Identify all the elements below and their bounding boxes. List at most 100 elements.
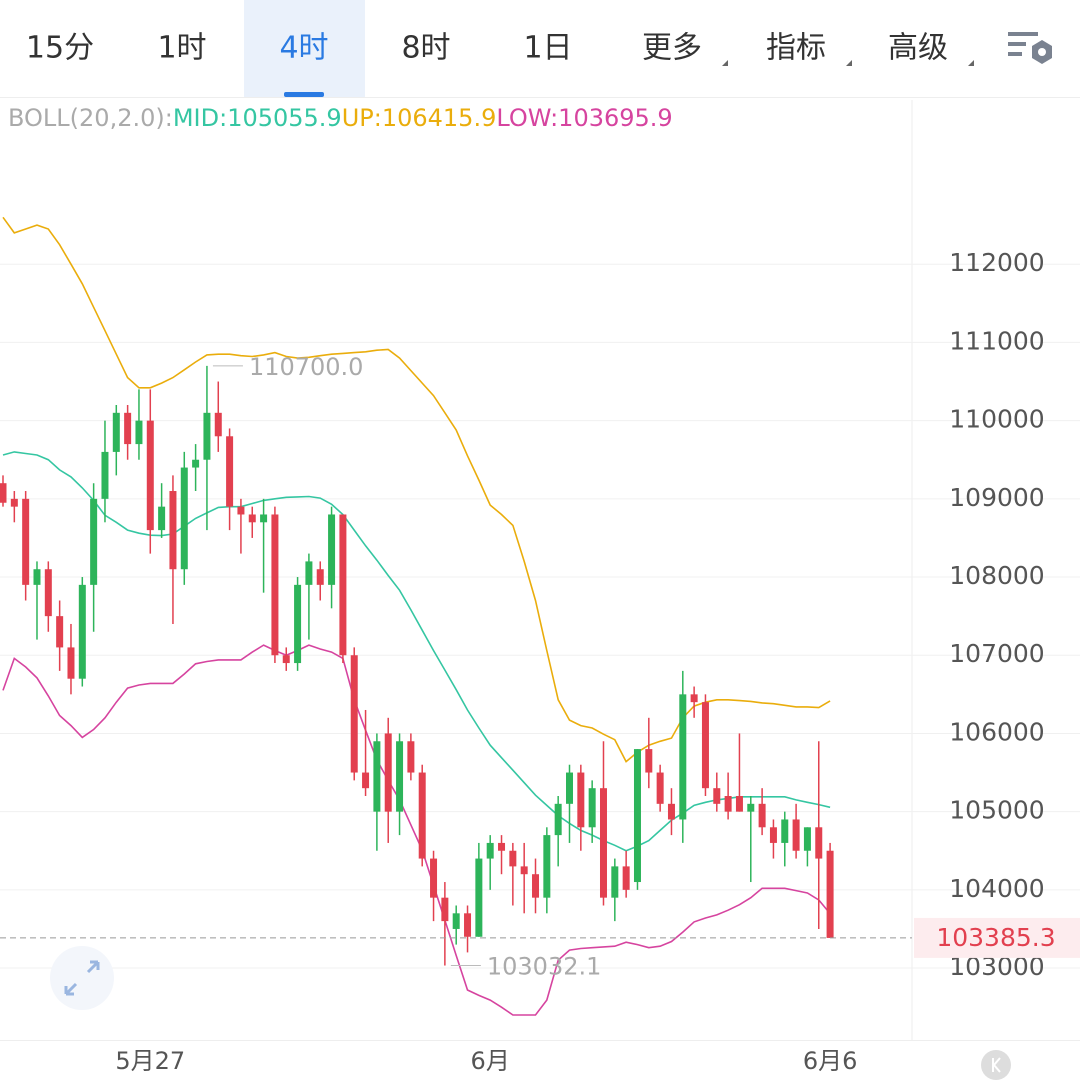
min-label: 103032.1	[487, 953, 602, 981]
candle-body	[475, 858, 483, 937]
y-tick-label: 111000	[949, 326, 1044, 355]
candle-body	[645, 749, 653, 773]
candle-body	[135, 420, 143, 445]
candle-body	[577, 772, 585, 828]
max-label: 110700.0	[249, 353, 364, 381]
candle-body	[248, 514, 256, 523]
candle-body	[169, 491, 177, 570]
candle-body	[203, 412, 211, 460]
y-tick-label: 107000	[949, 639, 1044, 668]
candle-body	[667, 803, 675, 820]
candle-body	[758, 803, 766, 828]
candle-body	[271, 514, 279, 656]
candle-body	[101, 451, 109, 499]
expand-button[interactable]	[50, 946, 114, 1010]
candle-body	[724, 796, 732, 812]
candle-body	[633, 749, 641, 883]
y-tick-label: 112000	[949, 248, 1044, 277]
legend-label: UP:	[342, 104, 382, 132]
legend-label: MID:	[173, 104, 227, 132]
tab-bar: 15分 1时 4时 8时 1日 更多 指标 高级	[26, 0, 974, 97]
x-tick-label: 6月	[471, 1047, 510, 1075]
x-tick-label: 5月27	[115, 1047, 185, 1075]
plot: 103385.3 110700.0 103032.1	[0, 216, 1080, 1016]
k-button[interactable]	[981, 1050, 1011, 1080]
tab[interactable]: 1时	[157, 31, 206, 66]
candle-body	[543, 835, 551, 898]
candle-body	[690, 694, 698, 703]
legend-value: 106415.9	[382, 104, 497, 132]
candle-body	[611, 866, 619, 898]
candle-body	[566, 772, 573, 804]
candle-body	[282, 655, 290, 664]
settings-icon[interactable]	[1008, 32, 1052, 64]
candle-body	[328, 514, 336, 585]
candle-body	[554, 803, 562, 836]
candle-body	[112, 412, 120, 452]
candle-body	[67, 647, 75, 679]
y-tick-label: 109000	[949, 483, 1044, 512]
x-tick-label: 6月6	[803, 1047, 858, 1075]
tab[interactable]: 4时	[279, 31, 328, 66]
candle-body	[339, 514, 347, 656]
candle-body	[384, 733, 392, 812]
tab[interactable]: 指标	[766, 31, 826, 66]
candle-body	[396, 741, 404, 812]
candle-body	[532, 874, 540, 898]
candle-body	[192, 459, 200, 468]
candle-body	[781, 819, 789, 843]
dropdown-caret	[968, 60, 974, 66]
indicator-name: BOLL(20,2.0):	[8, 104, 173, 132]
candle-body	[305, 561, 313, 585]
candle-body	[22, 498, 30, 585]
candle-body	[180, 467, 188, 570]
candle-body	[350, 655, 358, 773]
tab[interactable]: 15分	[26, 31, 94, 66]
candle-body	[226, 436, 234, 507]
legend-label: LOW:	[496, 104, 558, 132]
candle-body	[260, 514, 268, 523]
candle-body	[430, 858, 438, 898]
candle-body	[769, 827, 777, 843]
candle-body	[78, 584, 86, 679]
legend-value: 105055.9	[227, 104, 342, 132]
candle-body	[10, 498, 18, 507]
candle-body	[599, 788, 607, 898]
candle-body	[622, 866, 630, 890]
tab[interactable]: 1日	[523, 31, 572, 66]
boll-line	[2, 644, 831, 1016]
tab-highlight	[244, 0, 365, 97]
candle-body	[815, 827, 823, 859]
dropdown-caret	[846, 60, 852, 66]
candle-body	[316, 569, 324, 585]
y-tick-label: 110000	[949, 405, 1044, 434]
candle-body	[735, 796, 743, 812]
candle-body	[747, 803, 755, 812]
candle-body	[418, 772, 426, 859]
candle-body	[158, 506, 166, 531]
indicator-legend: BOLL(20,2.0):MID:105055.9UP:106415.9LOW:…	[8, 104, 673, 132]
tab-indicator	[284, 92, 324, 97]
tab[interactable]: 高级	[888, 31, 948, 66]
grid: 1030001040001050001060001070001080001090…	[0, 248, 1080, 1075]
candle-body	[464, 913, 472, 937]
candle-body	[588, 788, 596, 828]
dropdown-caret	[722, 60, 728, 66]
candle-body	[0, 483, 7, 503]
tab[interactable]: 更多	[642, 31, 702, 66]
last-price-tag	[914, 917, 1080, 958]
candle-body	[679, 694, 687, 820]
candle-body	[803, 827, 811, 851]
candle-body	[362, 772, 370, 789]
candle-body	[713, 788, 721, 804]
candle-body	[237, 506, 245, 515]
candle-body	[294, 584, 302, 664]
y-tick-label: 108000	[949, 561, 1044, 590]
legend-value: 103695.9	[558, 104, 673, 132]
candle-body	[452, 913, 460, 929]
candle-body	[146, 420, 154, 531]
tab[interactable]: 8时	[401, 31, 450, 66]
candle-body	[486, 842, 494, 859]
candle-body	[656, 772, 664, 804]
